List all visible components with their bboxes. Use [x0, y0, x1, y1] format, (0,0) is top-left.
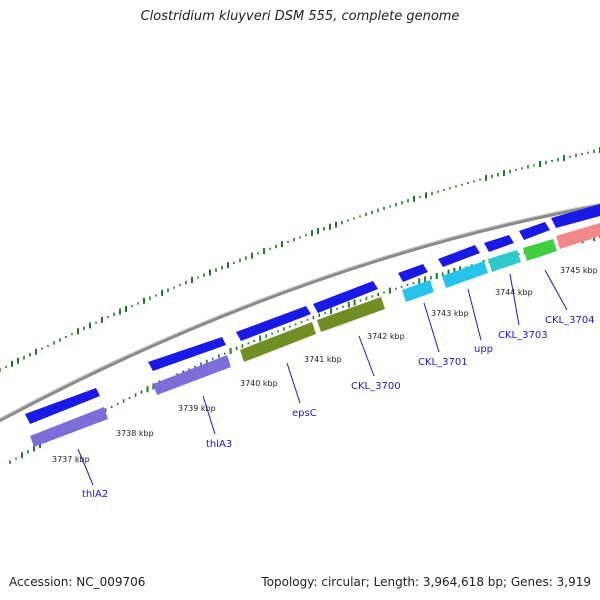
kbp-label: 3739 kbp [178, 404, 216, 413]
gene-box-upp[interactable] [442, 261, 488, 288]
gc-track-inner [9, 235, 600, 464]
gene-box-next[interactable] [556, 223, 600, 249]
map-title: Clostridium kluyveri DSM 555, complete g… [140, 9, 460, 24]
cds-arrow-CKL_3701[interactable] [398, 264, 428, 282]
gene-label-upp[interactable]: upp [474, 344, 493, 355]
cds-arrow-upp[interactable] [438, 245, 480, 267]
gene-leaders [77, 269, 568, 486]
kbp-label: 3738 kbp [116, 429, 154, 438]
cds-arrow-CKL_3704[interactable] [519, 222, 550, 240]
cds-arrow-CKL_3700[interactable] [313, 281, 378, 313]
gene-box-CKL_3703[interactable] [488, 250, 521, 272]
gene-labels: thlA2 thlA3 epsC CKL_3700 CKL_3701 upp C… [82, 315, 595, 500]
genome-backbone [0, 203, 600, 422]
cds-arrow-CKL_3703[interactable] [484, 235, 514, 252]
gene-box-thlA2[interactable] [30, 407, 108, 447]
gene-label-epsC[interactable]: epsC [292, 408, 317, 419]
kbp-label: 3743 kbp [431, 309, 469, 318]
gene-box-epsC[interactable] [240, 322, 316, 362]
kbp-label: 3741 kbp [304, 355, 342, 364]
cds-arrow-thlA3[interactable] [148, 337, 226, 371]
gc-track-outer [0, 147, 600, 372]
gene-label-CKL_3701[interactable]: CKL_3701 [418, 357, 468, 368]
gene-label-CKL_3700[interactable]: CKL_3700 [351, 381, 401, 392]
gene-box-CKL_3701[interactable] [402, 280, 434, 302]
gene-label-CKL_3704[interactable]: CKL_3704 [545, 315, 595, 326]
cds-arrow-next[interactable] [551, 204, 600, 228]
gene-box-CKL_3704[interactable] [523, 239, 557, 261]
gene-box-thlA3[interactable] [153, 355, 231, 395]
kbp-label: 3744 kbp [495, 288, 533, 297]
cds-arrow-thlA2[interactable] [25, 388, 100, 424]
gene-label-thlA3[interactable]: thlA3 [206, 439, 232, 450]
cds-track [25, 204, 600, 424]
accession-text: Accession: NC_009706 [9, 575, 146, 589]
kbp-scale: 3737 kbp 3738 kbp 3739 kbp 3740 kbp 3741… [52, 266, 598, 464]
gene-box-CKL_3700[interactable] [317, 297, 385, 332]
cds-arrow-epsC[interactable] [236, 306, 311, 341]
kbp-label: 3740 kbp [240, 379, 278, 388]
genome-summary: Topology: circular; Length: 3,964,618 bp… [261, 575, 591, 589]
kbp-label: 3745 kbp [560, 266, 598, 275]
kbp-label: 3742 kbp [367, 332, 405, 341]
gene-track [30, 223, 600, 447]
gene-label-CKL_3703[interactable]: CKL_3703 [498, 330, 548, 341]
kbp-label: 3737 kbp [52, 455, 90, 464]
gene-label-thlA2[interactable]: thlA2 [82, 489, 108, 500]
